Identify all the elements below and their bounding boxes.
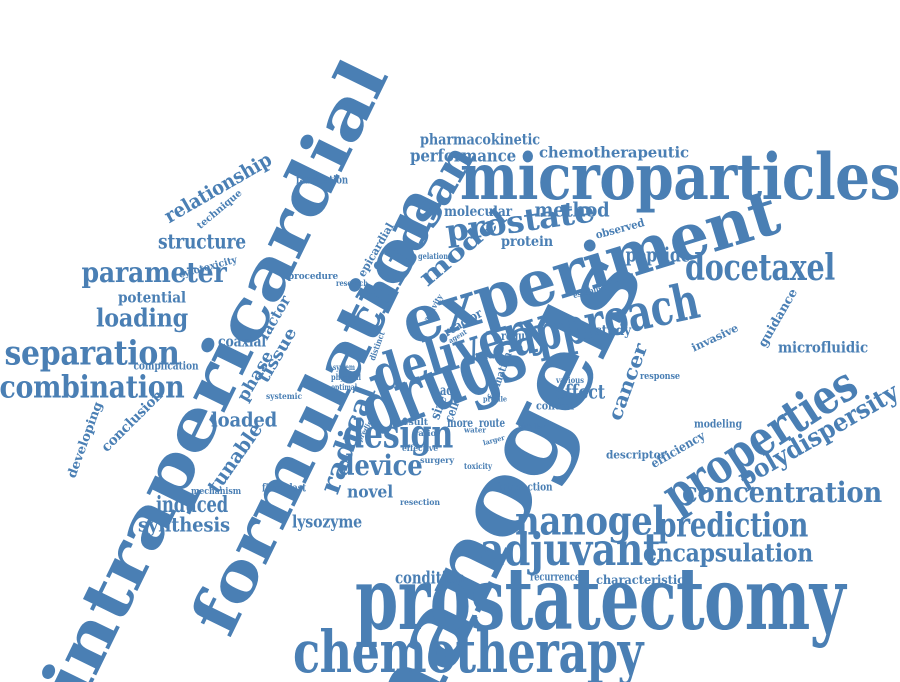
word-effective: effective (402, 442, 438, 453)
word-potential: potential (118, 288, 186, 307)
word-peptide: peptide (625, 243, 691, 267)
word-gelation: gelation (418, 250, 448, 261)
word-control: control (536, 399, 574, 413)
word-similar: similar (518, 420, 546, 431)
word-result: result (398, 417, 428, 429)
word-surgery: surgery (420, 454, 454, 465)
word-require: require (501, 327, 539, 343)
word-molecular: molecular (444, 204, 512, 221)
word-chemotherapy: chemotherapy (293, 616, 643, 682)
word-fibroblast: fibroblast (262, 481, 306, 495)
word-research: research (336, 277, 368, 288)
word-complication: complication (133, 359, 199, 373)
word-prostatectomy: prostatectomy (355, 548, 846, 650)
word-parameter: parameter (81, 256, 227, 290)
word-resection: resection (400, 496, 440, 507)
word-microfluidic: microfluidic (778, 338, 868, 357)
word-descriptor: descriptor (606, 448, 666, 462)
word-fabrication: fabrication (296, 173, 348, 187)
word-prediction: prediction (658, 505, 808, 545)
word-adjuvant: adjuvant (480, 523, 660, 576)
word-water: water (464, 425, 486, 435)
word-combination: combination (0, 369, 185, 406)
word-microparticles: microparticles (460, 140, 900, 216)
word-ratio: ratio (414, 427, 436, 438)
word-developing: developing (63, 399, 106, 480)
word-optimal: optimal (331, 381, 357, 392)
word-interaction: interaction (497, 480, 553, 494)
word-encapsulation: encapsulation (643, 538, 813, 568)
word-route: route (479, 414, 505, 430)
word-loaded: loaded (211, 408, 277, 432)
word-coaxial: coaxial (218, 332, 266, 351)
word-various: various (556, 374, 584, 385)
word-toxicity: toxicity (464, 460, 492, 471)
word-index: index (475, 351, 497, 361)
word-device: device (337, 449, 423, 483)
word-response: response (640, 371, 680, 383)
word-separation: separation (4, 333, 180, 373)
word-design: design (343, 411, 453, 458)
word-procedure: procedure (288, 271, 338, 283)
word-method: method (534, 198, 610, 222)
word-physical: physical (331, 371, 361, 382)
word-recurrence: recurrence (530, 570, 580, 584)
word-protein: protein (501, 234, 553, 251)
word-lysozyme: lysozyme (292, 511, 362, 532)
word-structure: structure (158, 228, 246, 254)
word-concentration: concentration (682, 476, 882, 510)
word-modeling: modeling (694, 417, 742, 431)
word-study: study (595, 323, 631, 340)
word-loading: loading (96, 303, 188, 333)
word-performance: performance (410, 145, 516, 166)
word-chemotherapeutic: chemotherapeutic (539, 143, 689, 162)
word-system: system (333, 361, 355, 372)
word-more: more (447, 414, 473, 430)
word-systemic: systemic (266, 390, 302, 401)
word-induced: induced (156, 491, 228, 518)
word-pharmacokinetic: pharmacokinetic (420, 130, 540, 149)
word-novel: novel (347, 481, 393, 502)
word-nanogel: nanogel (515, 498, 665, 545)
word-profile: profile (483, 394, 507, 404)
word-characteristic: characteristic (596, 571, 684, 587)
word-effect: effect (555, 380, 605, 404)
word-condition: condition (395, 567, 465, 588)
word-docetaxel: docetaxel (685, 245, 835, 289)
word-synthesis: synthesis (138, 513, 230, 537)
word-acc: acc (440, 383, 458, 400)
word-mechanism: mechanism (191, 486, 241, 498)
